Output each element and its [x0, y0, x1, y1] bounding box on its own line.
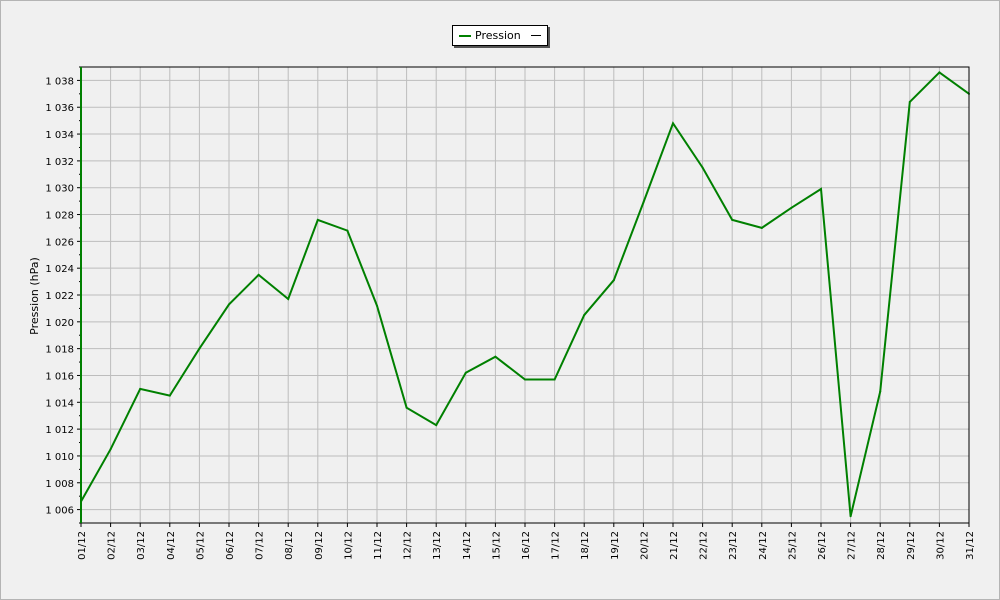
data-point — [612, 279, 615, 282]
x-tick-label: 15/12 — [491, 531, 502, 560]
x-tick-label: 21/12 — [669, 531, 680, 560]
y-tick-label: 1 024 — [45, 264, 74, 275]
data-point — [257, 273, 260, 276]
x-tick-label: 26/12 — [817, 531, 828, 560]
x-tick-label: 09/12 — [314, 531, 325, 560]
data-point — [908, 100, 911, 103]
data-point — [760, 226, 763, 229]
data-point — [790, 206, 793, 209]
data-point — [849, 515, 852, 518]
x-tick-label: 22/12 — [699, 531, 710, 560]
x-tick-label: 04/12 — [166, 531, 177, 560]
x-tick-label: 20/12 — [639, 531, 650, 560]
data-point — [139, 387, 142, 390]
x-tick-label: 11/12 — [373, 531, 384, 560]
data-point — [938, 71, 941, 74]
data-point — [701, 166, 704, 169]
x-tick-label: 17/12 — [551, 531, 562, 560]
legend-dash-icon — [530, 35, 541, 36]
x-tick-label: 06/12 — [225, 531, 236, 560]
x-tick-label: 24/12 — [758, 531, 769, 560]
y-tick-label: 1 014 — [45, 398, 74, 409]
x-tick-label: 05/12 — [195, 531, 206, 560]
y-tick-label: 1 022 — [45, 291, 74, 302]
data-point — [731, 218, 734, 221]
x-tick-label: 27/12 — [847, 531, 858, 560]
x-tick-label: 13/12 — [432, 531, 443, 560]
x-tick-label: 01/12 — [77, 531, 88, 560]
data-point — [524, 378, 526, 381]
x-tick-label: 25/12 — [787, 531, 798, 560]
x-axis: 01/12 02/12 03/12 04/12 05/12 06/12 07/12 08/12… — [77, 523, 976, 560]
data-point — [316, 218, 319, 221]
y-tick-label: 1 018 — [45, 345, 74, 356]
data-point — [435, 424, 438, 427]
x-tick-label: 03/12 — [136, 531, 147, 560]
x-tick-label: 28/12 — [876, 531, 887, 560]
x-tick-label: 10/12 — [343, 531, 354, 560]
y-axis: 1 006 1 008 1 010 1 012 1 014 1 016 1 018 1 020… — [45, 66, 81, 524]
x-tick-label: 14/12 — [462, 531, 473, 560]
legend-swatch — [459, 34, 471, 37]
x-tick-label: 31/12 — [965, 531, 976, 560]
data-point — [346, 229, 349, 232]
y-tick-label: 1 008 — [45, 479, 74, 490]
x-tick-label: 18/12 — [580, 531, 591, 560]
x-tick-label: 08/12 — [284, 531, 295, 560]
data-point — [376, 304, 378, 307]
y-tick-label: 1 030 — [45, 184, 74, 195]
data-point — [553, 378, 556, 381]
data-point — [109, 448, 112, 451]
x-tick-label: 23/12 — [728, 531, 739, 560]
y-tick-label: 1 006 — [45, 506, 74, 517]
y-tick-label: 1 012 — [45, 425, 74, 436]
x-tick-label: 30/12 — [935, 531, 946, 560]
y-tick-label: 1 026 — [45, 237, 74, 248]
y-tick-label: 1 032 — [45, 157, 74, 168]
y-tick-label: 1 028 — [45, 211, 74, 222]
x-tick-label: 19/12 — [610, 531, 621, 560]
y-tick-label: 1 038 — [45, 76, 74, 87]
data-point — [168, 394, 171, 397]
x-tick-label: 12/12 — [403, 531, 414, 560]
y-tick-label: 1 034 — [45, 130, 74, 141]
x-tick-label: 16/12 — [521, 531, 532, 560]
data-point — [642, 201, 645, 204]
data-point — [879, 390, 882, 393]
data-point — [672, 122, 674, 125]
y-tick-label: 1 036 — [45, 103, 74, 114]
data-point — [198, 347, 201, 350]
data-point — [494, 355, 497, 358]
data-point — [583, 314, 586, 317]
y-tick-label: 1 016 — [45, 371, 74, 382]
x-tick-label: 02/12 — [107, 531, 118, 560]
data-point — [228, 303, 230, 306]
legend-label: Pression — [475, 29, 521, 42]
y-tick-label: 1 010 — [45, 452, 74, 463]
x-tick-label: 07/12 — [255, 531, 266, 560]
data-point — [820, 188, 822, 191]
x-tick-label: 29/12 — [906, 531, 917, 560]
legend: Pression — [452, 25, 548, 46]
data-point — [464, 371, 467, 374]
y-axis-title: Pression (hPa) — [28, 257, 41, 335]
data-point — [405, 406, 408, 409]
y-tick-label: 1 020 — [45, 318, 74, 329]
data-point — [287, 298, 290, 301]
